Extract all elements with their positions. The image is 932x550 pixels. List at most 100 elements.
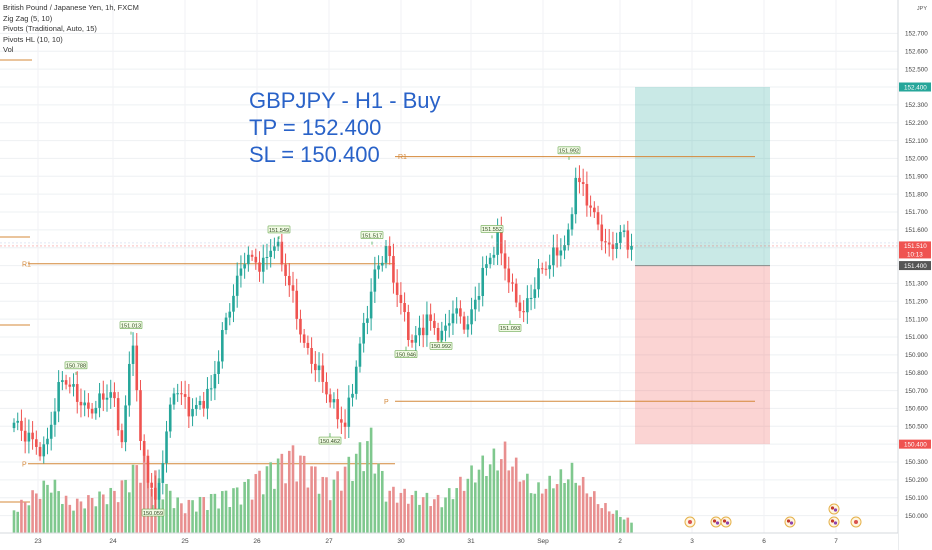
volume-bar [61, 503, 64, 533]
symbol-title[interactable]: British Pound / Japanese Yen, 1h, FXCM [3, 3, 139, 12]
candle [291, 271, 295, 303]
volume-bar [35, 493, 38, 533]
event-dot-icon [850, 516, 862, 528]
event-flags-icon [828, 503, 840, 515]
candle [481, 256, 485, 307]
candle [488, 253, 492, 269]
volume-bar [593, 491, 596, 533]
candle [87, 393, 90, 418]
candle [79, 388, 83, 418]
candle [514, 278, 518, 308]
indicator-zigzag[interactable]: Zig Zag (5, 10) [3, 13, 53, 23]
pivot-label: P [384, 399, 389, 406]
candle [228, 303, 232, 326]
pivot-label: P [22, 461, 27, 468]
volume-bar [291, 445, 295, 533]
volume-bar [258, 470, 261, 533]
swing-label-text: 150.462 [320, 439, 340, 445]
candle-body [611, 244, 615, 249]
candle-body [607, 242, 611, 245]
volume-bar [328, 500, 332, 533]
volume-bar [496, 470, 499, 533]
event-flag-a [722, 519, 727, 523]
swing-label: 151.552 [480, 225, 504, 239]
volume-bar [217, 508, 220, 533]
candle-body [42, 444, 46, 457]
candle [347, 385, 351, 439]
candle [492, 246, 496, 265]
candle [544, 261, 548, 276]
candle-body [600, 224, 604, 242]
time-tick-label: 27 [325, 538, 333, 545]
candle-body [35, 439, 38, 447]
candle [548, 254, 551, 279]
candle [366, 305, 369, 335]
event-marker-dot [688, 520, 692, 524]
volume-bar [622, 519, 626, 533]
candle-body [537, 268, 540, 290]
candle [261, 244, 265, 284]
volume-bar [384, 501, 388, 533]
candle [451, 300, 455, 335]
volume-bar [511, 466, 514, 533]
volume-bar [139, 482, 142, 533]
candle-body [213, 373, 217, 389]
candle-body [403, 303, 406, 313]
volume-bar [347, 456, 351, 533]
volume-bar [87, 495, 90, 533]
volume-bar [135, 465, 139, 533]
volume-bar [53, 479, 57, 533]
candle-body [120, 430, 124, 443]
candle [540, 262, 544, 274]
current-price-badge-text: 151.510 [904, 243, 927, 250]
indicator-pivots[interactable]: Pivots (Traditional, Auto, 15) [3, 24, 97, 33]
volume-bar [340, 490, 343, 533]
candle [31, 421, 34, 450]
candle-body [604, 241, 607, 243]
candle-body [369, 291, 373, 319]
candle-body [291, 285, 295, 291]
volume-bar [514, 457, 518, 533]
take-profit-badge: 152.400 [899, 82, 931, 92]
volume-bar [429, 506, 432, 533]
candle-body [31, 432, 34, 440]
candle [120, 423, 124, 449]
candle [529, 284, 533, 311]
volume-bar [518, 481, 522, 533]
current-price-badge-bg [899, 241, 931, 259]
candle-body [455, 308, 458, 314]
volume-bar [630, 522, 633, 533]
candle [27, 419, 31, 454]
volume-bar [570, 462, 574, 533]
indicator-pivots-hl[interactable]: Pivots HL (10, 10) [3, 34, 63, 44]
swing-label: 151.013 [119, 321, 143, 335]
volume-bar [369, 427, 373, 533]
swing-label-box [318, 436, 342, 445]
candle [433, 313, 436, 335]
volume-bar [42, 480, 46, 533]
candle-body [622, 230, 626, 232]
candle [414, 325, 418, 352]
candle [473, 286, 477, 322]
candle-body [276, 241, 280, 247]
indicator-volume[interactable]: Vol [3, 45, 14, 54]
candle-body [440, 330, 444, 341]
volume-bar [321, 476, 325, 533]
candle [165, 420, 168, 473]
candle [53, 398, 57, 437]
candle-body [593, 207, 596, 213]
volume-bar [12, 510, 16, 533]
candle [622, 224, 626, 238]
candle-body [64, 380, 68, 385]
swing-label-text: 150.059 [143, 511, 163, 517]
candle [384, 239, 388, 269]
volume-bar [388, 490, 392, 533]
volume-bar [436, 494, 440, 533]
candle [16, 412, 20, 431]
candle [94, 400, 98, 420]
candle [42, 436, 46, 464]
candle-body [79, 401, 83, 406]
